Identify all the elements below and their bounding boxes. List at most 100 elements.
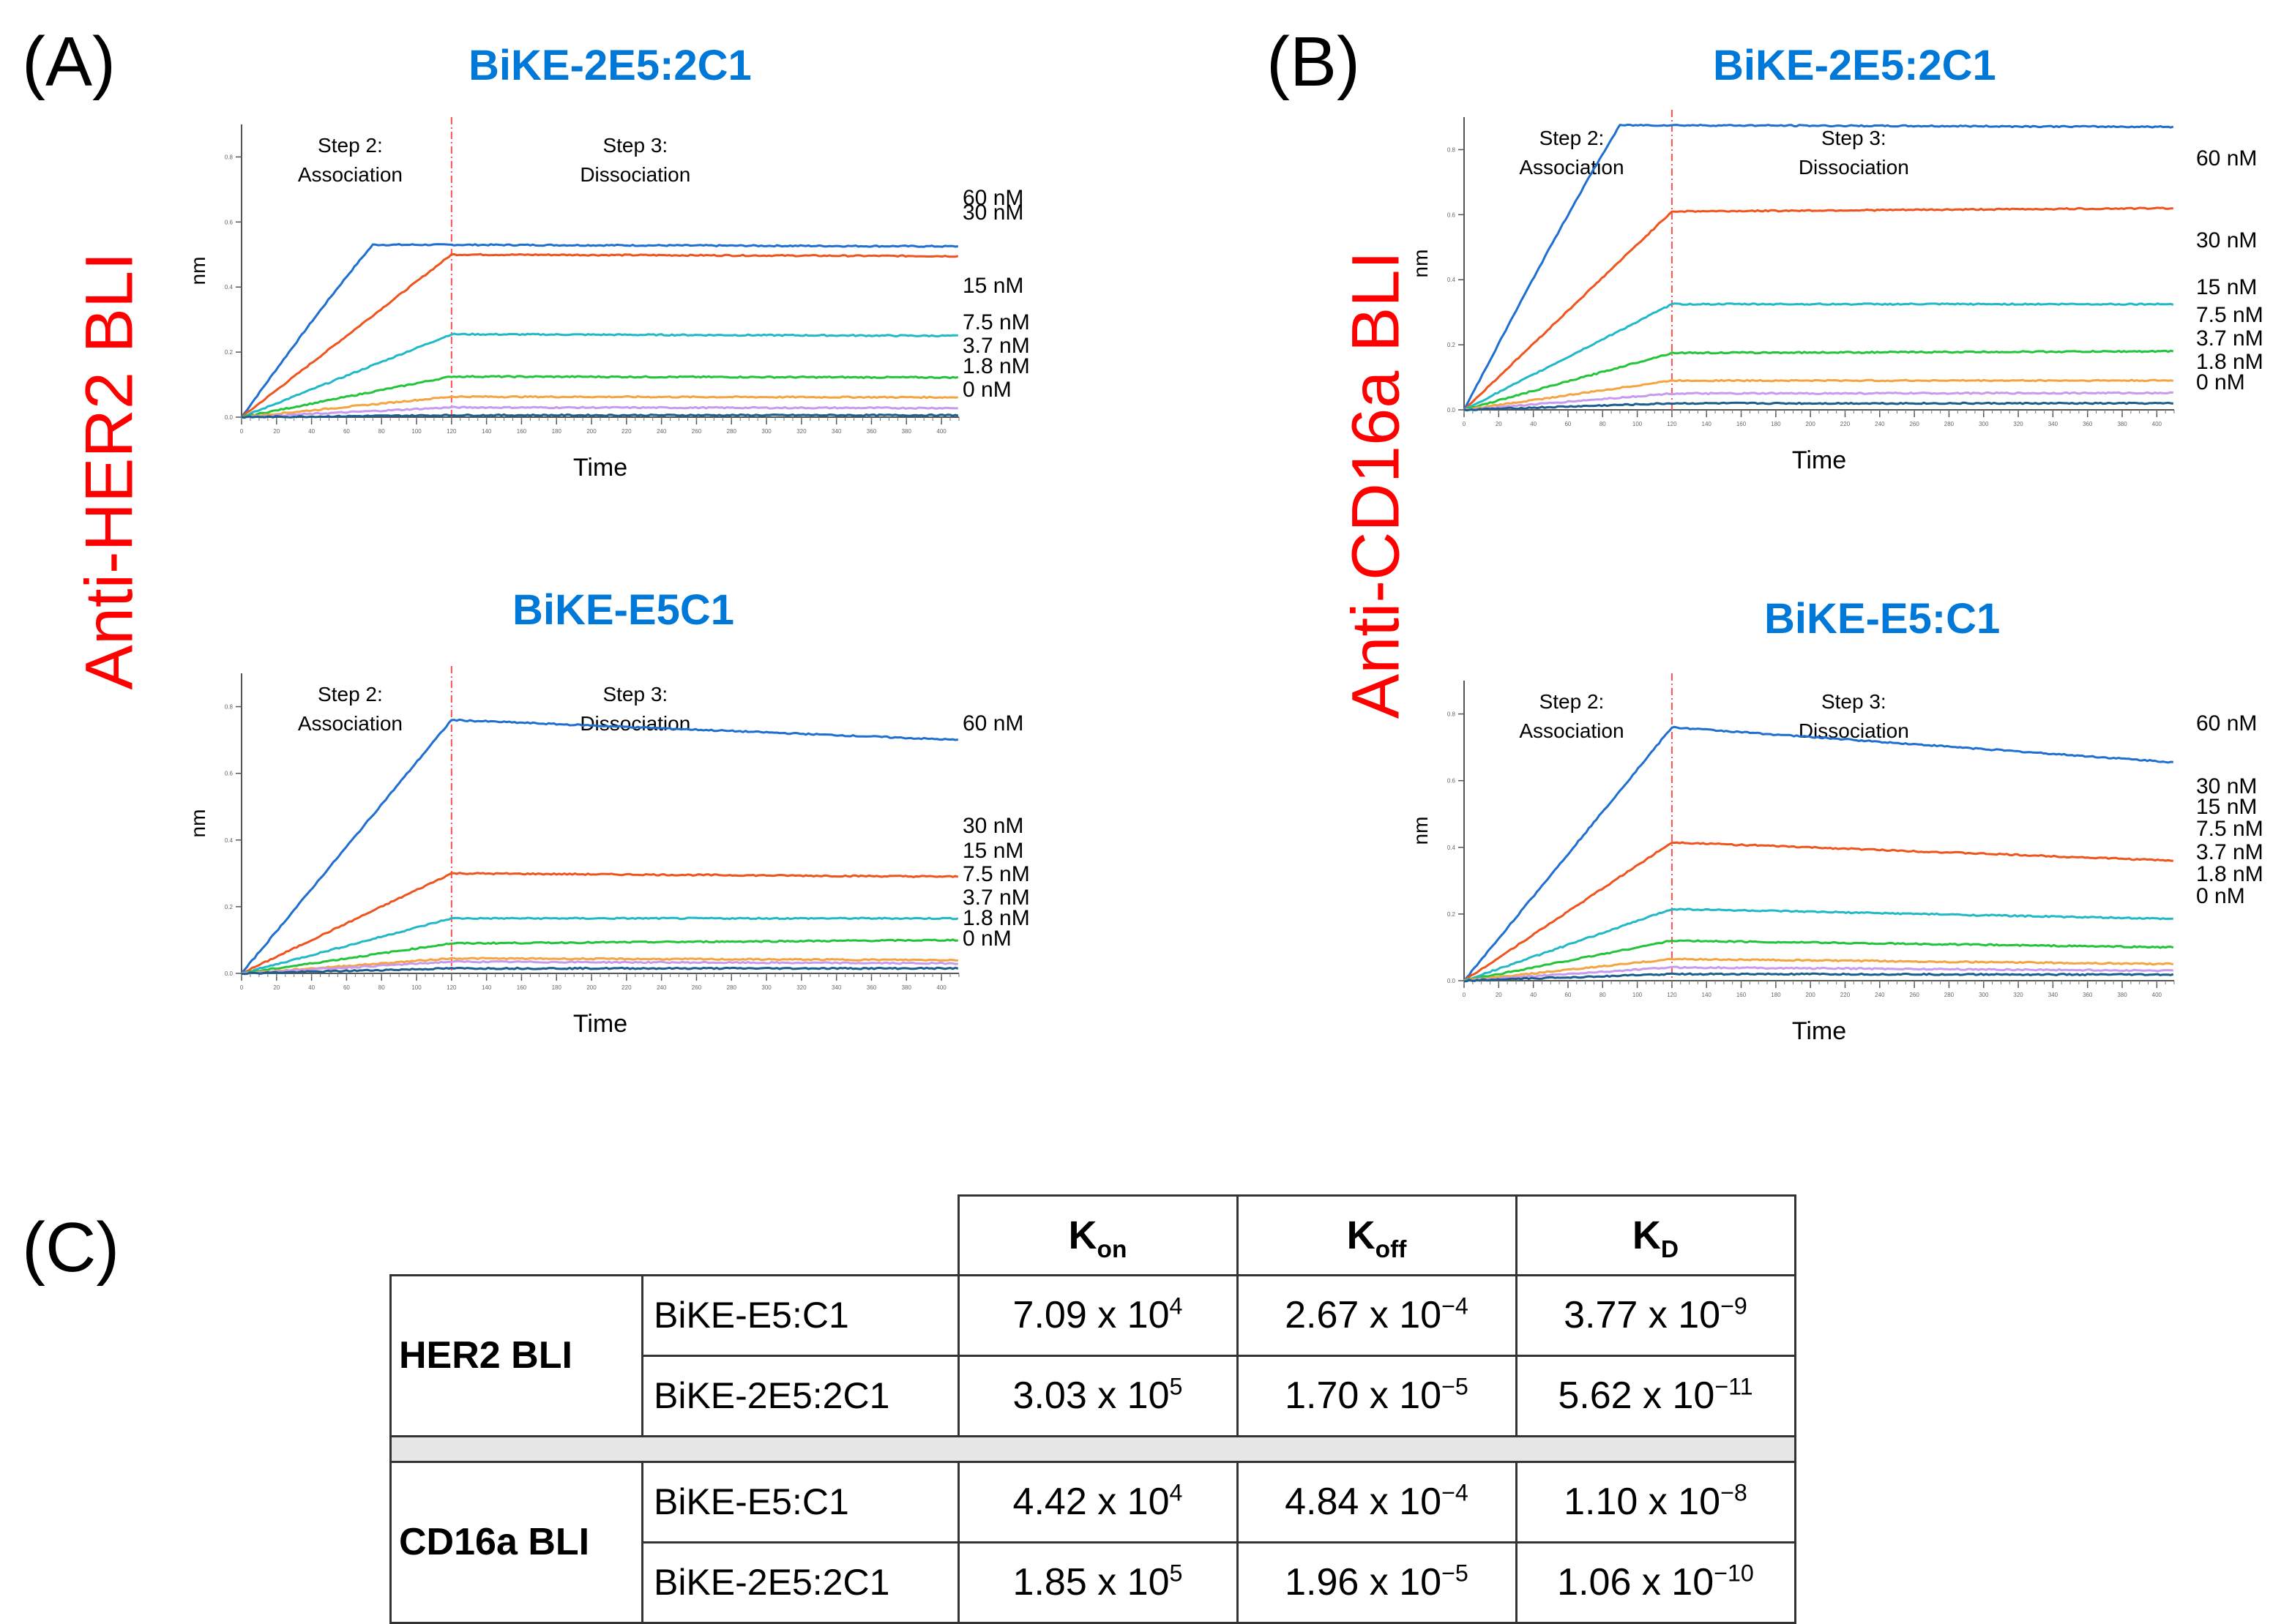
series-line-30-nM xyxy=(240,252,959,419)
x-tick-label: 340 xyxy=(2048,992,2058,998)
group-label-cd16a: CD16a BLI xyxy=(389,1460,643,1624)
x-tick-label: 120 xyxy=(447,984,457,991)
y-tick-label: 0.0 xyxy=(1447,407,1456,414)
x-tick-label: 300 xyxy=(761,984,772,991)
series-label: 3.7 nM xyxy=(2196,326,2263,351)
series-line-60-nM xyxy=(240,718,959,974)
table-separator xyxy=(389,1434,1796,1463)
x-tick-label: 80 xyxy=(1599,992,1606,998)
x-tick-label: 300 xyxy=(1979,992,1989,998)
y-tick-label: 0.6 xyxy=(225,219,234,225)
table-row: BiKE-2E5:2C1 1.85 x 105 1.96 x 10−5 1.06… xyxy=(391,1541,1796,1624)
x-tick-label: 100 xyxy=(1632,421,1643,427)
chart-cd16a-bike-2e5-2c1: 0.0 0.2 0.4 0.6 0.8 0 20 40 60 80 100 120 140 160 180 2… xyxy=(1409,110,2263,474)
series-line-7-5-nM xyxy=(1463,939,2174,982)
x-tick-label: 260 xyxy=(692,428,702,435)
x-tick-label: 160 xyxy=(517,428,527,435)
x-tick-label: 300 xyxy=(1979,421,1989,427)
x-tick-label: 160 xyxy=(1736,421,1747,427)
y-axis-label: nm xyxy=(1409,250,1432,278)
series-label: 1.8 nM xyxy=(963,906,1030,930)
x-tick-label: 240 xyxy=(657,984,667,991)
series-label: 60 nM xyxy=(963,186,1023,210)
series-line-0-nM xyxy=(1463,401,2173,412)
series-line-1-8-nM xyxy=(1463,391,2173,411)
y-axis-label: nm xyxy=(187,809,209,838)
x-tick-label: 400 xyxy=(936,984,947,991)
x-tick-label: 0 xyxy=(1463,421,1466,427)
series-line-60-nM xyxy=(240,243,959,418)
y-axis-label: nm xyxy=(1409,817,1432,845)
series-label: 15 nM xyxy=(963,274,1023,298)
series-label: 3.7 nM xyxy=(963,334,1030,358)
x-tick-label: 280 xyxy=(1944,992,1955,998)
series-label: 7.5 nM xyxy=(2196,303,2263,327)
y-tick-label: 0.4 xyxy=(225,837,234,844)
cell-kd: 5.62 x 10−11 xyxy=(1515,1354,1796,1437)
table-row: HER2 BLI BiKE-E5:C1 7.09 x 104 2.67 x 10… xyxy=(389,1273,1796,1437)
step2-annotation: Association xyxy=(298,163,403,186)
x-tick-label: 320 xyxy=(796,984,807,991)
x-tick-label: 380 xyxy=(2117,992,2127,998)
x-tick-label: 220 xyxy=(621,428,632,435)
series-line-30-nM xyxy=(1463,206,2173,411)
x-tick-label: 360 xyxy=(2083,421,2093,427)
cell-koff: 2.67 x 10−4 xyxy=(1236,1273,1518,1357)
x-tick-label: 180 xyxy=(552,428,562,435)
chart-her2-bike-e5c1: 0.0 0.2 0.4 0.6 0.8 0 20 40 60 80 100 120 140 160 180 2… xyxy=(187,666,1030,1038)
x-tick-label: 20 xyxy=(1496,992,1502,998)
x-axis-label: Time xyxy=(1792,446,1846,474)
side-label-her2: Anti-HER2 BLI xyxy=(72,252,147,690)
series-line-7-5-nM xyxy=(1463,349,2174,412)
x-tick-label: 200 xyxy=(586,428,597,435)
x-tick-label: 320 xyxy=(2013,421,2023,427)
row-label: BiKE-E5:C1 xyxy=(641,1273,960,1357)
x-tick-label: 120 xyxy=(447,428,457,435)
series-label: 60 nM xyxy=(963,711,1023,736)
y-tick-label: 0.8 xyxy=(1447,711,1456,718)
x-tick-label: 360 xyxy=(867,428,877,435)
chart-title-b-top: BiKE-2E5:2C1 xyxy=(1713,42,1996,89)
series-label: 30 nM xyxy=(2196,774,2257,798)
header-koff: Koff xyxy=(1236,1194,1518,1276)
x-tick-label: 20 xyxy=(273,984,280,991)
x-tick-label: 40 xyxy=(308,984,315,991)
x-tick-label: 40 xyxy=(308,428,315,435)
series-label: 3.7 nM xyxy=(2196,840,2263,864)
x-tick-label: 360 xyxy=(867,984,877,991)
y-tick-label: 0.4 xyxy=(1447,845,1456,851)
step2-annotation: Step 2: xyxy=(318,134,383,157)
series-label: 7.5 nM xyxy=(963,310,1030,334)
x-tick-label: 300 xyxy=(761,428,772,435)
y-tick-label: 0.2 xyxy=(1447,342,1456,348)
series-line-0-nM xyxy=(241,966,959,976)
x-tick-label: 320 xyxy=(796,428,807,435)
table-row: CD16a BLI BiKE-E5:C1 4.42 x 104 4.84 x 1… xyxy=(389,1460,1796,1624)
x-axis-label: Time xyxy=(573,1010,627,1038)
step3-annotation: Dissociation xyxy=(1799,719,1909,742)
series-line-7-5-nM xyxy=(241,938,958,975)
series-label: 30 nM xyxy=(2196,228,2257,252)
x-tick-label: 140 xyxy=(482,428,492,435)
series-label: 0 nM xyxy=(963,378,1012,402)
series-line-15-nM xyxy=(241,332,958,419)
series-line-3-7-nM xyxy=(1463,378,2174,411)
panel-label-a: (A) xyxy=(22,23,116,101)
x-tick-label: 320 xyxy=(2013,992,2023,998)
x-tick-label: 340 xyxy=(2048,421,2058,427)
y-tick-label: 0.0 xyxy=(225,970,234,977)
side-label-cd16a: Anti-CD16a BLI xyxy=(1338,250,1414,719)
step3-annotation: Step 3: xyxy=(1821,127,1886,149)
step2-annotation: Step 2: xyxy=(318,683,383,706)
y-tick-label: 0.6 xyxy=(1447,212,1456,218)
x-tick-label: 200 xyxy=(1805,992,1815,998)
x-tick-label: 80 xyxy=(378,984,385,991)
row-label: BiKE-2E5:2C1 xyxy=(641,1541,960,1624)
x-tick-label: 20 xyxy=(273,428,280,435)
x-tick-label: 220 xyxy=(621,984,632,991)
row-label: BiKE-E5:C1 xyxy=(641,1460,960,1543)
x-tick-label: 60 xyxy=(343,984,350,991)
x-tick-label: 0 xyxy=(1463,992,1466,998)
series-label: 15 nM xyxy=(963,839,1023,863)
group-label-her2: HER2 BLI xyxy=(389,1273,643,1437)
